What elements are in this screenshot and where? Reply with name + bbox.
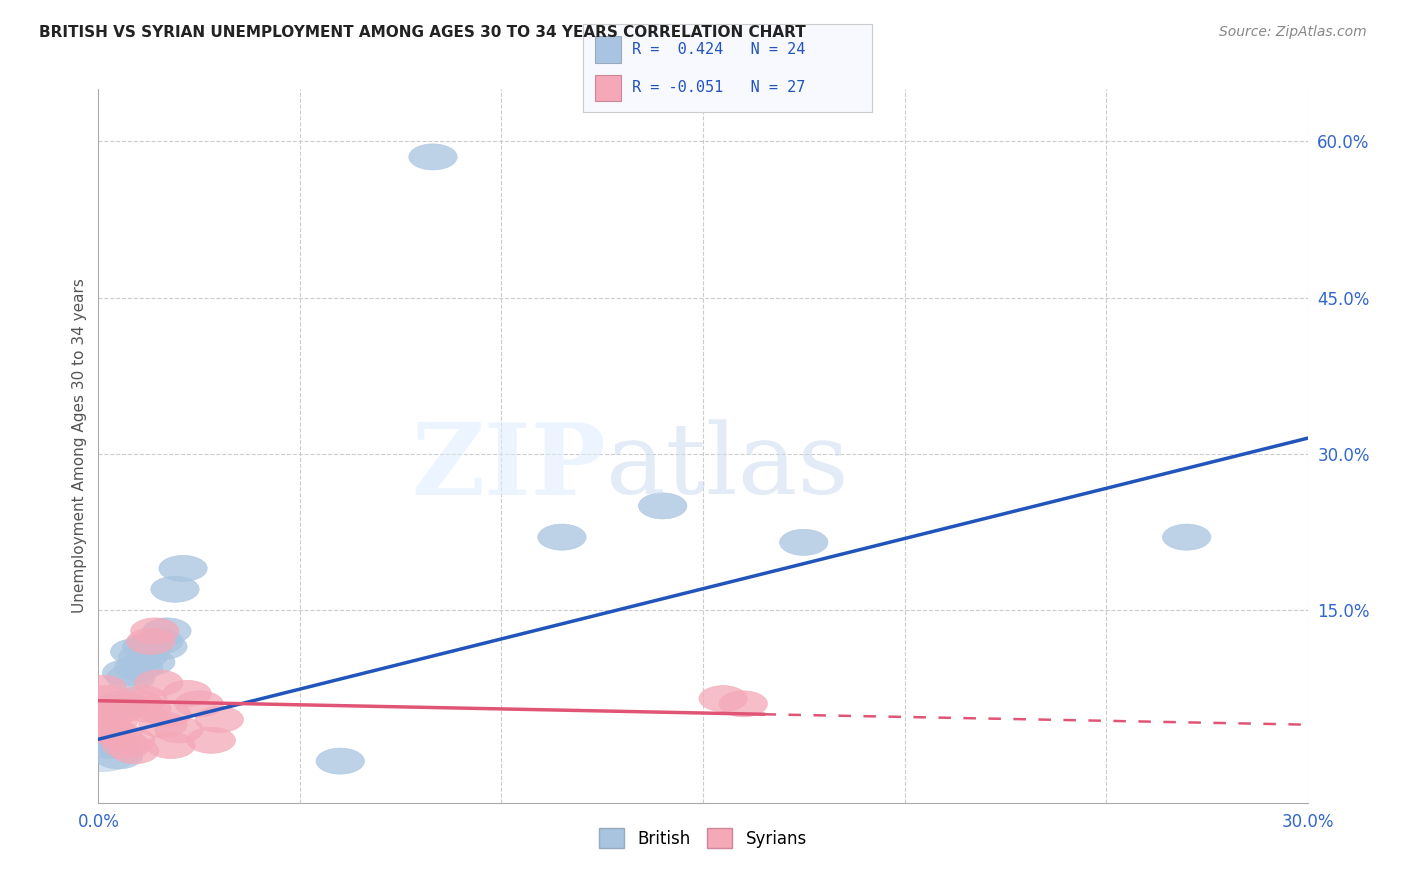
Ellipse shape	[103, 659, 150, 686]
Ellipse shape	[135, 670, 183, 696]
FancyBboxPatch shape	[595, 37, 621, 62]
Ellipse shape	[155, 717, 204, 743]
Ellipse shape	[107, 727, 155, 754]
Ellipse shape	[139, 633, 187, 659]
Text: atlas: atlas	[606, 419, 849, 516]
Ellipse shape	[86, 701, 135, 727]
Ellipse shape	[98, 690, 146, 717]
FancyBboxPatch shape	[595, 75, 621, 101]
Ellipse shape	[638, 493, 688, 519]
Ellipse shape	[174, 690, 224, 717]
Ellipse shape	[90, 732, 139, 758]
Ellipse shape	[98, 696, 146, 722]
Ellipse shape	[143, 701, 191, 727]
Text: R =  0.424   N = 24: R = 0.424 N = 24	[633, 42, 806, 57]
Ellipse shape	[90, 706, 139, 732]
Ellipse shape	[699, 686, 748, 712]
Ellipse shape	[103, 732, 150, 758]
Ellipse shape	[409, 144, 457, 170]
Ellipse shape	[163, 681, 211, 706]
Ellipse shape	[107, 665, 155, 690]
Ellipse shape	[195, 706, 243, 732]
Ellipse shape	[86, 696, 135, 722]
Ellipse shape	[146, 732, 195, 758]
Ellipse shape	[83, 722, 131, 748]
Ellipse shape	[127, 628, 174, 655]
Legend: British, Syrians: British, Syrians	[592, 822, 814, 855]
Ellipse shape	[79, 727, 127, 754]
Ellipse shape	[94, 722, 143, 748]
Ellipse shape	[83, 686, 131, 712]
Ellipse shape	[118, 644, 167, 670]
Ellipse shape	[131, 618, 179, 644]
Ellipse shape	[143, 618, 191, 644]
Ellipse shape	[122, 696, 172, 722]
Text: BRITISH VS SYRIAN UNEMPLOYMENT AMONG AGES 30 TO 34 YEARS CORRELATION CHART: BRITISH VS SYRIAN UNEMPLOYMENT AMONG AGE…	[39, 25, 806, 40]
Ellipse shape	[779, 529, 828, 556]
Ellipse shape	[94, 743, 143, 769]
Ellipse shape	[111, 639, 159, 665]
Ellipse shape	[537, 524, 586, 550]
Ellipse shape	[127, 649, 174, 675]
Ellipse shape	[1163, 524, 1211, 550]
Ellipse shape	[86, 732, 135, 758]
Ellipse shape	[159, 556, 207, 582]
Ellipse shape	[718, 690, 768, 717]
Ellipse shape	[111, 738, 159, 764]
Ellipse shape	[135, 628, 183, 655]
Ellipse shape	[66, 730, 139, 772]
Ellipse shape	[79, 675, 127, 701]
Text: Source: ZipAtlas.com: Source: ZipAtlas.com	[1219, 25, 1367, 39]
Ellipse shape	[122, 633, 172, 659]
Ellipse shape	[114, 655, 163, 681]
Ellipse shape	[150, 576, 200, 602]
Text: ZIP: ZIP	[412, 419, 606, 516]
Ellipse shape	[86, 717, 135, 743]
Ellipse shape	[139, 712, 187, 738]
Y-axis label: Unemployment Among Ages 30 to 34 years: Unemployment Among Ages 30 to 34 years	[72, 278, 87, 614]
Ellipse shape	[79, 712, 127, 738]
Ellipse shape	[316, 748, 364, 774]
Ellipse shape	[114, 690, 163, 717]
Ellipse shape	[187, 727, 235, 754]
Text: R = -0.051   N = 27: R = -0.051 N = 27	[633, 80, 806, 95]
Ellipse shape	[118, 686, 167, 712]
